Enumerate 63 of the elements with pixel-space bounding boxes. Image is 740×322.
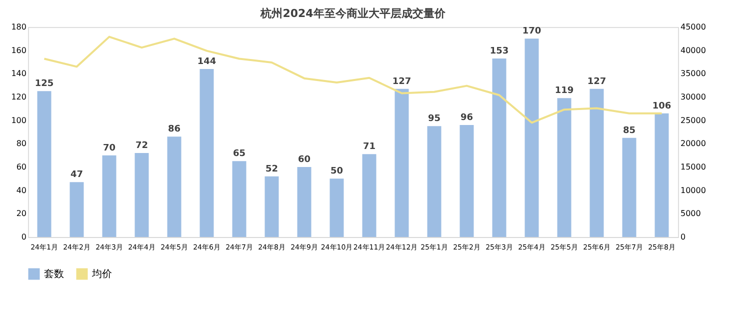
bar — [590, 88, 604, 237]
data-label: 86 — [168, 124, 181, 135]
legend-label: 套数 — [44, 268, 64, 280]
y-tick-label: 40 — [16, 186, 26, 195]
y-tick-label: 160 — [11, 46, 26, 55]
data-label: 85 — [622, 126, 636, 136]
data-label: 52 — [265, 164, 278, 174]
data-label: 119 — [554, 86, 574, 96]
y2-tick-label: 20000 — [680, 139, 706, 148]
bar — [102, 155, 116, 237]
y2-tick-label: 35000 — [680, 69, 706, 78]
data-label: 153 — [490, 46, 509, 56]
y-tick-label: 80 — [16, 139, 26, 148]
data-label: 47 — [70, 170, 84, 180]
bar — [362, 154, 376, 237]
bar — [622, 138, 636, 237]
y-tick-label: 100 — [11, 116, 26, 125]
bar — [524, 38, 539, 237]
data-label: 96 — [460, 113, 474, 123]
data-label: 95 — [428, 114, 441, 124]
data-label: 106 — [652, 101, 672, 112]
data-label: 65 — [232, 149, 246, 160]
bar — [134, 153, 149, 237]
bar — [427, 126, 442, 237]
y2-tick-label: 30000 — [680, 92, 706, 102]
bar — [37, 91, 52, 237]
y2-tick-label: 45000 — [680, 22, 706, 32]
data-label: 127 — [392, 76, 412, 87]
bar — [264, 176, 279, 237]
bar — [297, 167, 312, 237]
data-label: 72 — [135, 141, 148, 151]
bar — [654, 113, 669, 237]
data-label: 50 — [330, 166, 344, 177]
bar — [394, 88, 409, 237]
bar — [200, 69, 214, 237]
bar — [557, 98, 572, 237]
bar — [232, 161, 246, 237]
data-label: 60 — [298, 155, 311, 165]
y2-tick-label: 5000 — [680, 209, 701, 218]
y-tick-label: 180 — [11, 22, 26, 32]
y2-tick-label: 25000 — [680, 116, 706, 125]
y2-tick-label: 10000 — [680, 186, 706, 195]
y-tick-label: 120 — [11, 92, 26, 102]
y-tick-label: 60 — [16, 162, 26, 172]
y2-tick-label: 0 — [680, 232, 686, 242]
y-tick-label: 0 — [21, 232, 26, 242]
data-label: 70 — [102, 143, 116, 154]
bar — [492, 58, 506, 237]
bar — [167, 136, 182, 237]
data-label: 144 — [197, 57, 216, 67]
legend-label: 均价 — [91, 268, 112, 280]
y-tick-label: 140 — [11, 69, 26, 78]
bar — [460, 125, 474, 237]
y2-tick-label: 15000 — [680, 162, 706, 172]
data-label: 125 — [34, 79, 54, 90]
y2-tick-label: 40000 — [680, 46, 706, 55]
bar — [70, 182, 84, 237]
y-tick-label: 20 — [16, 209, 26, 218]
data-label: 170 — [522, 26, 542, 37]
data-label: 71 — [362, 142, 376, 152]
data-label: 127 — [587, 76, 606, 87]
bar — [330, 178, 344, 237]
chart-title: 杭州2024年至今商业大平层成交量价 — [260, 7, 446, 20]
